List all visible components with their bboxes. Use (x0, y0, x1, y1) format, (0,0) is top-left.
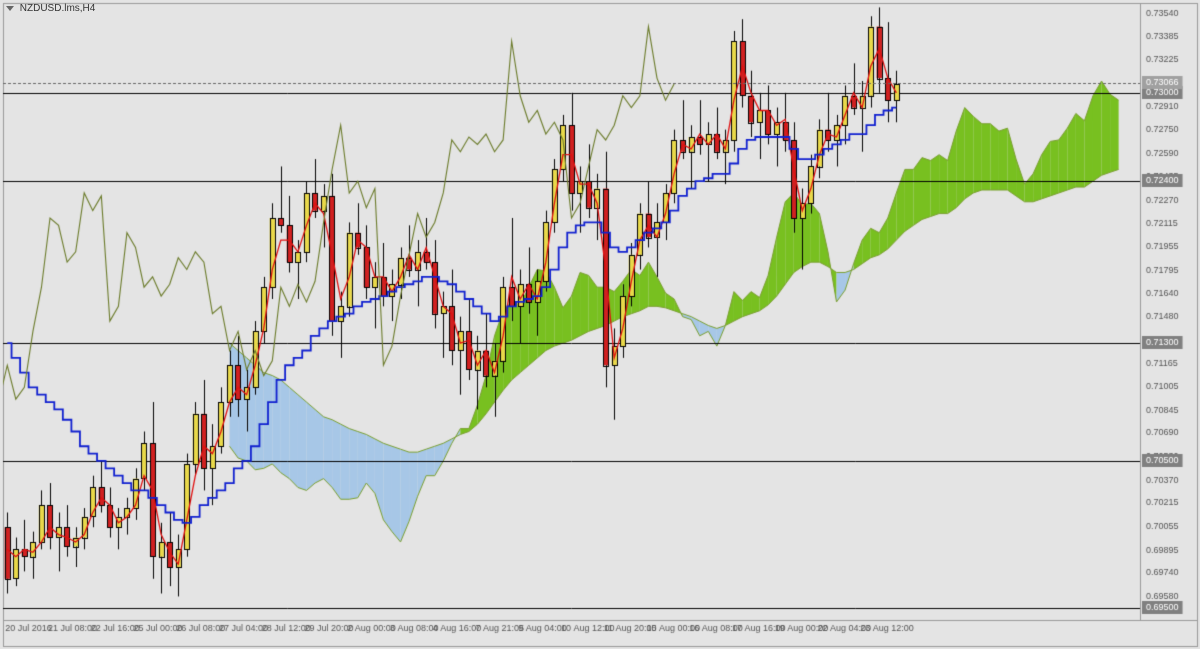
chart-canvas[interactable] (0, 0, 1200, 649)
ichimoku-chart[interactable]: NZDUSD.lms,H4 (0, 0, 1200, 649)
chart-title: NZDUSD.lms,H4 (20, 3, 96, 14)
chart-title-bar[interactable]: NZDUSD.lms,H4 (6, 3, 95, 14)
dropdown-icon[interactable] (6, 6, 14, 11)
